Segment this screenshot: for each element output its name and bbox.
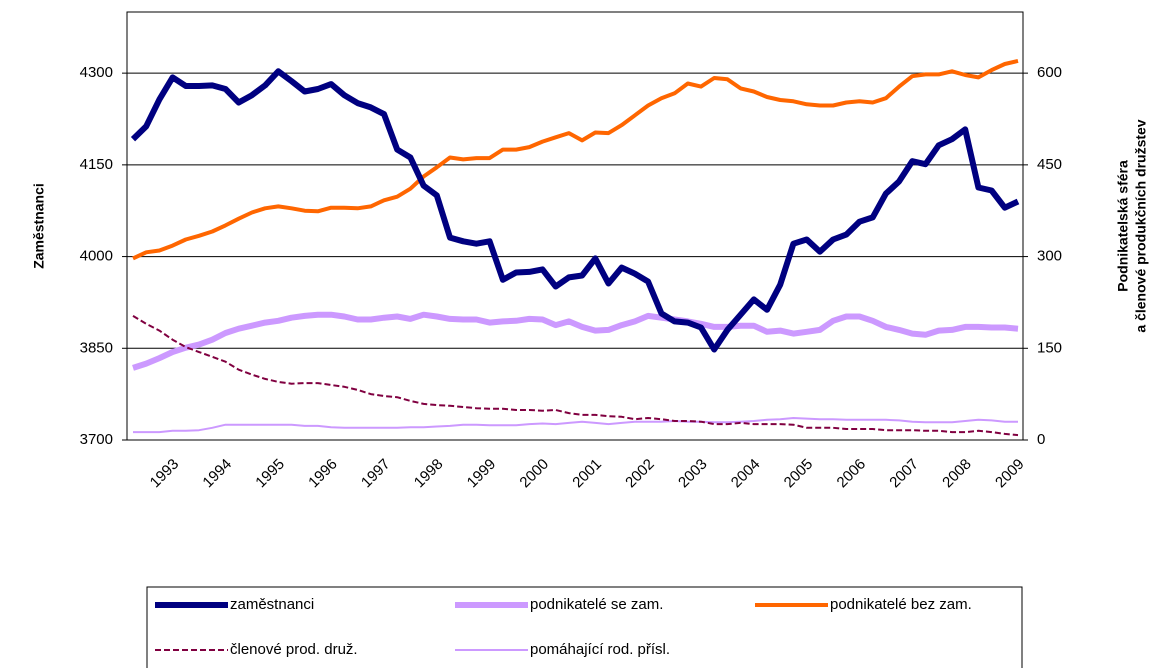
x-tick-label: 2005 [781, 456, 817, 492]
y2-tick-label: 600 [1037, 64, 1062, 81]
x-tick-label: 2000 [516, 456, 552, 492]
series-line [133, 417, 1018, 434]
legend-box [146, 586, 1023, 668]
y-tick-label: 4000 [80, 248, 113, 265]
x-tick-label: 1998 [411, 456, 447, 492]
x-tick-label: 2006 [834, 456, 870, 492]
plot-border [126, 11, 1024, 441]
y2-tick-label: 450 [1037, 156, 1062, 173]
x-tick-label: 2008 [939, 456, 975, 492]
x-tick-label: 2003 [675, 456, 711, 492]
series-line [132, 58, 1019, 261]
x-tick-label: 2004 [728, 456, 764, 492]
x-tick-label: 1993 [147, 456, 183, 492]
y2-tick-label: 300 [1037, 248, 1062, 265]
y2-axis-label: a členové produkčních družstev [1133, 119, 1149, 332]
x-tick-label: 2009 [992, 456, 1028, 492]
series-line [132, 315, 1019, 437]
legend-label: podnikatelé se zam. [530, 596, 663, 613]
y2-tick-label: 150 [1037, 339, 1062, 356]
series-line [132, 311, 1019, 371]
x-tick-label: 1997 [358, 456, 394, 492]
y-tick-label: 3850 [80, 339, 113, 356]
y-tick-label: 3700 [80, 431, 113, 448]
x-tick-label: 2001 [569, 456, 605, 492]
x-tick-label: 1999 [464, 456, 500, 492]
x-tick-label: 2007 [886, 456, 922, 492]
y2-tick-label: 0 [1037, 431, 1045, 448]
x-tick-label: 1996 [305, 456, 341, 492]
y-axis-label: Zaměstnanci [31, 183, 47, 269]
x-tick-label: 2002 [622, 456, 658, 492]
x-tick-label: 1994 [199, 456, 235, 492]
x-tick-label: 1995 [252, 456, 288, 492]
y2-axis-label: Podnikatelská sféra [1115, 160, 1131, 292]
legend-label: členové prod. druž. [230, 641, 358, 658]
y-tick-label: 4300 [80, 64, 113, 81]
legend-label: pomáhající rod. přísl. [530, 641, 670, 658]
legend-label: podnikatelé bez zam. [830, 596, 972, 613]
series-line [130, 68, 1020, 353]
legend-label: zaměstnanci [230, 596, 314, 613]
y-tick-label: 4150 [80, 156, 113, 173]
